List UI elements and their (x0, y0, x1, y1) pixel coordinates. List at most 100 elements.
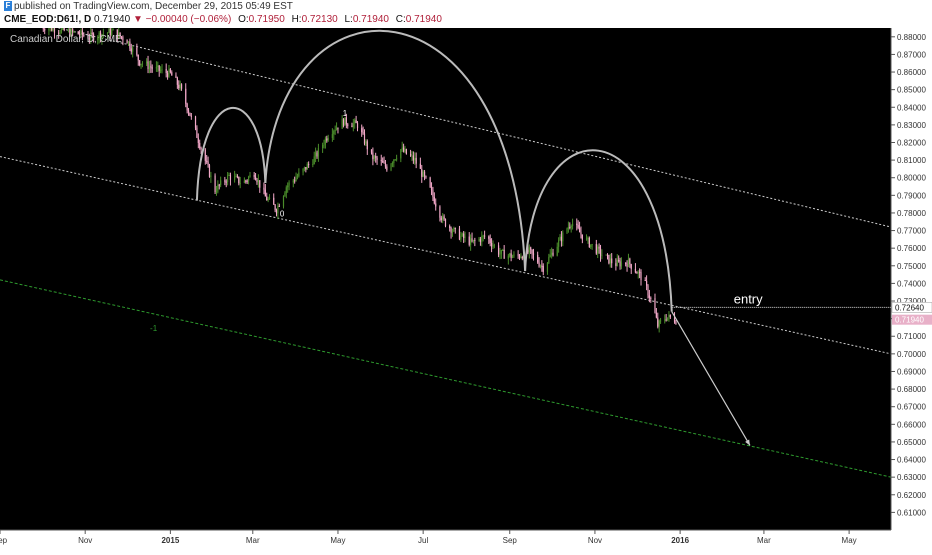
candle[interactable] (189, 113, 190, 116)
candle[interactable] (209, 165, 210, 177)
candle[interactable] (284, 193, 285, 196)
candle[interactable] (258, 180, 259, 182)
candle[interactable] (159, 66, 160, 71)
candle[interactable] (434, 197, 435, 204)
candle[interactable] (196, 128, 197, 138)
candle[interactable] (400, 149, 401, 158)
candle[interactable] (431, 187, 432, 190)
candle[interactable] (538, 263, 539, 267)
candle[interactable] (216, 192, 217, 193)
candle[interactable] (390, 164, 391, 170)
candle[interactable] (304, 167, 305, 169)
candle[interactable] (175, 76, 176, 78)
candle[interactable] (402, 148, 403, 150)
candle[interactable] (44, 29, 45, 31)
candle[interactable] (508, 256, 509, 259)
candle[interactable] (199, 143, 200, 148)
candle[interactable] (432, 190, 433, 197)
candle[interactable] (596, 244, 597, 254)
candle[interactable] (61, 29, 62, 33)
candle[interactable] (639, 272, 640, 273)
candle[interactable] (238, 177, 239, 183)
candle[interactable] (646, 281, 647, 286)
candle[interactable] (181, 84, 182, 88)
price-chart[interactable]: 01-1 entry 0.880000.870000.860000.850000… (0, 28, 932, 550)
candle[interactable] (201, 148, 202, 149)
candle[interactable] (450, 228, 451, 233)
candle[interactable] (675, 322, 676, 324)
candle[interactable] (628, 259, 629, 267)
candle[interactable] (666, 320, 667, 321)
candle[interactable] (498, 245, 499, 254)
candle[interactable] (122, 37, 123, 40)
candle[interactable] (266, 196, 267, 200)
candle[interactable] (664, 320, 665, 321)
candle[interactable] (205, 149, 206, 160)
candle[interactable] (636, 272, 637, 273)
candle[interactable] (464, 237, 465, 238)
candle[interactable] (72, 29, 73, 32)
candle[interactable] (579, 228, 580, 232)
candle[interactable] (157, 66, 158, 67)
candle[interactable] (610, 258, 611, 263)
candle[interactable] (198, 138, 199, 143)
candle[interactable] (586, 238, 587, 239)
candle[interactable] (234, 177, 235, 180)
candle[interactable] (383, 163, 384, 164)
candle[interactable] (492, 246, 493, 247)
candle[interactable] (490, 239, 491, 243)
candle[interactable] (395, 159, 396, 160)
candle[interactable] (421, 169, 422, 177)
candle[interactable] (273, 198, 274, 205)
candle[interactable] (132, 48, 133, 52)
candle[interactable] (371, 149, 372, 152)
candle[interactable] (219, 185, 220, 186)
candle[interactable] (288, 182, 289, 185)
candle[interactable] (166, 69, 167, 73)
candle[interactable] (552, 253, 553, 256)
candle[interactable] (206, 161, 207, 162)
candle[interactable] (406, 149, 407, 154)
candle[interactable] (551, 253, 552, 255)
candle[interactable] (139, 60, 140, 65)
candle[interactable] (473, 240, 474, 241)
candle[interactable] (576, 224, 577, 225)
candle[interactable] (343, 119, 344, 125)
candle[interactable] (435, 203, 436, 206)
candle[interactable] (305, 167, 306, 170)
candle[interactable] (140, 64, 141, 65)
candle[interactable] (413, 155, 414, 160)
candle[interactable] (392, 163, 393, 164)
candle[interactable] (136, 48, 137, 55)
candle[interactable] (347, 124, 348, 125)
candle[interactable] (608, 255, 609, 263)
time-axis[interactable] (0, 530, 932, 550)
candle[interactable] (268, 199, 269, 200)
candle[interactable] (439, 206, 440, 217)
candle[interactable] (73, 31, 74, 32)
candle[interactable] (600, 249, 601, 256)
candle[interactable] (328, 138, 329, 140)
candle[interactable] (146, 61, 147, 63)
candle[interactable] (113, 29, 114, 30)
candle[interactable] (149, 66, 150, 69)
candle[interactable] (592, 244, 593, 245)
candle[interactable] (312, 164, 313, 165)
candle[interactable] (582, 234, 583, 239)
candle[interactable] (414, 158, 415, 160)
candle[interactable] (597, 247, 598, 254)
candle[interactable] (601, 255, 602, 256)
candle[interactable] (474, 240, 475, 241)
candle[interactable] (463, 234, 464, 238)
candle[interactable] (228, 175, 229, 176)
candle[interactable] (263, 188, 264, 190)
candle[interactable] (168, 69, 169, 77)
candle[interactable] (298, 173, 299, 177)
candle[interactable] (254, 175, 255, 177)
candle[interactable] (617, 260, 618, 266)
candle[interactable] (529, 247, 530, 252)
candle[interactable] (255, 177, 256, 180)
candle[interactable] (302, 169, 303, 173)
candle[interactable] (430, 178, 431, 188)
candle[interactable] (177, 78, 178, 85)
